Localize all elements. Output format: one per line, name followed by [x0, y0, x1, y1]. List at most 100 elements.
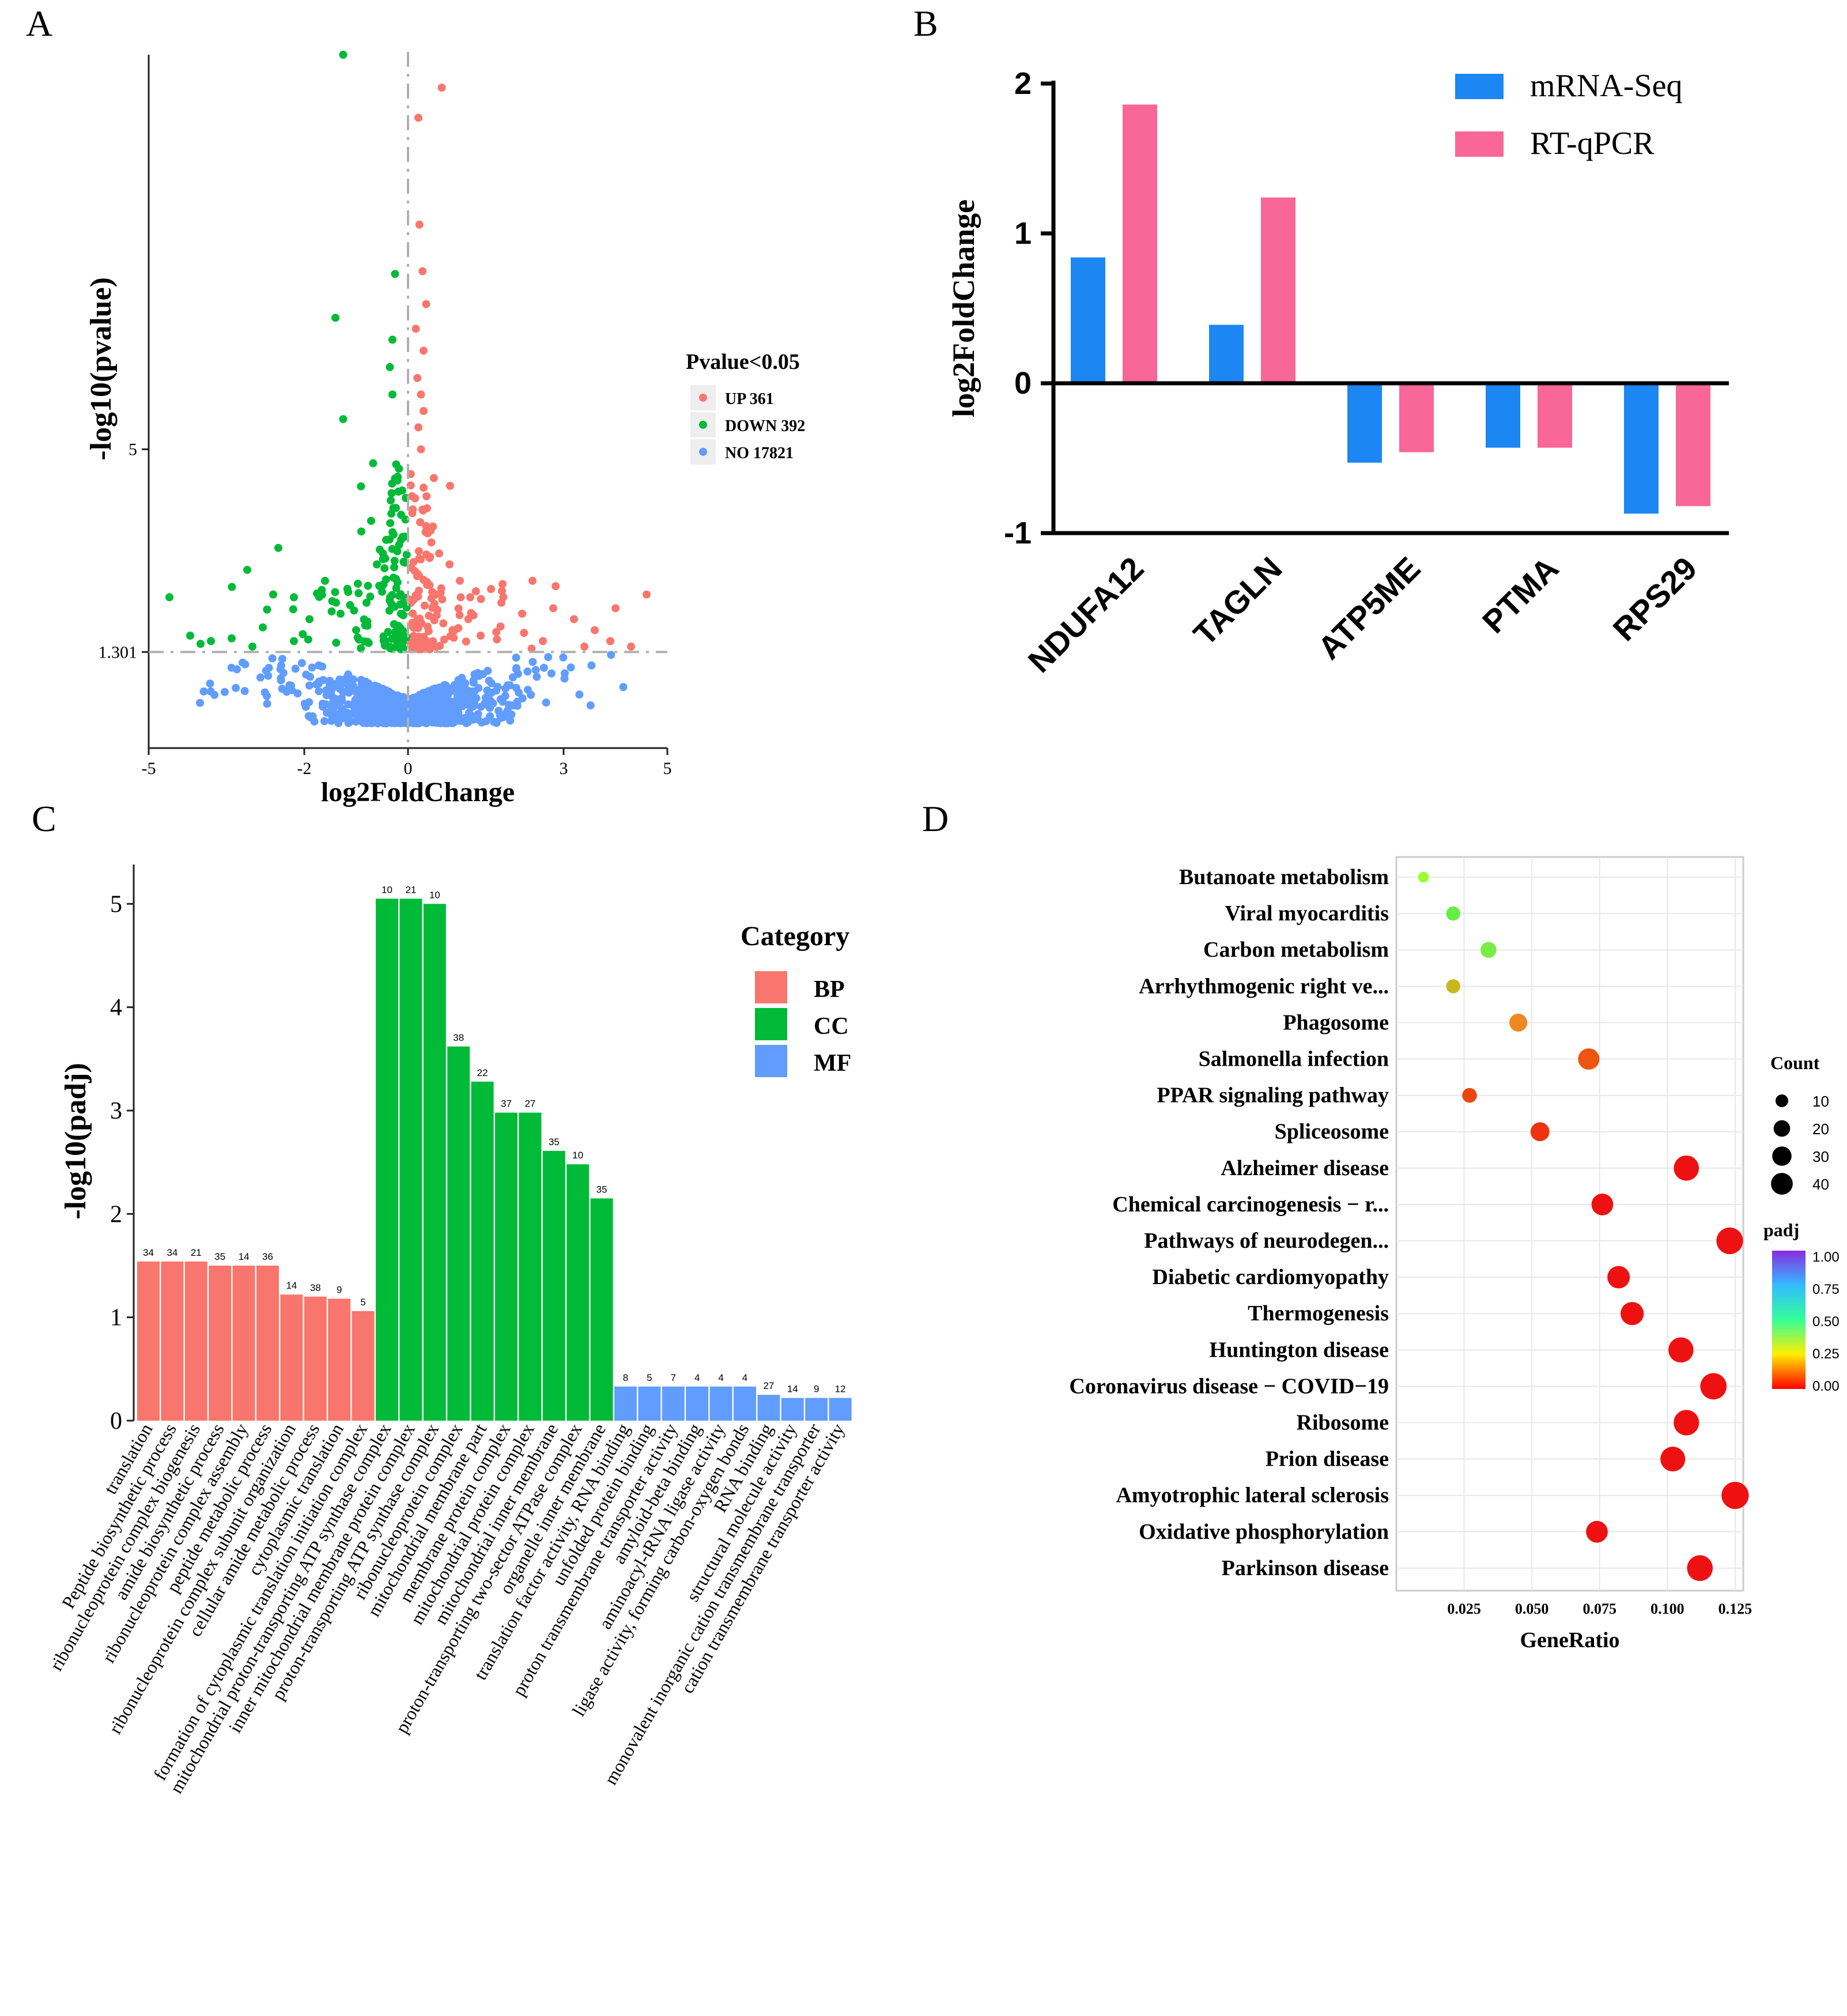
- down-point: [290, 593, 298, 602]
- up-point: [549, 604, 557, 613]
- pathway-point: [1700, 1373, 1727, 1400]
- bar-rt-qpcr-atp5me: [1399, 383, 1434, 452]
- up-point: [424, 529, 432, 538]
- go-bar: [209, 1265, 232, 1421]
- x-tick-label: 0.125: [1718, 1600, 1752, 1617]
- down-point: [387, 489, 396, 497]
- ns-point: [265, 663, 273, 672]
- padj-tick-label: 0.75: [1812, 1282, 1840, 1297]
- down-point: [387, 496, 395, 505]
- legend-cc-label: CC: [814, 1013, 849, 1040]
- down-point: [390, 563, 399, 572]
- down-point: [207, 637, 215, 645]
- bar-rt-qpcr-tagln: [1261, 197, 1295, 383]
- panel-d-kegg-dot-plot: Butanoate metabolism Viral myocarditis Car…: [1069, 856, 1840, 1652]
- bar-rt-qpcr-rps29: [1676, 383, 1710, 507]
- ns-point: [336, 685, 345, 693]
- bar-count-label: 34: [143, 1247, 154, 1258]
- up-point: [422, 578, 431, 587]
- go-bar: [232, 1265, 255, 1421]
- down-point: [337, 609, 345, 618]
- panel-b-bars: [1071, 104, 1710, 514]
- up-point: [416, 518, 425, 527]
- panel-c-bars: 34 34 21 35 14 36 14 38 9 5 10 21 10 38 22 37 27 35 10 35 8 5…: [137, 884, 852, 1421]
- ns-point: [256, 673, 265, 682]
- down-point: [378, 587, 386, 596]
- down-point: [243, 565, 251, 574]
- up-point: [477, 595, 485, 603]
- panel-b-legend: mRNA-Seq RT-qPCR: [1455, 68, 1682, 161]
- pathway-label: Diabetic cardiomyopathy: [1152, 1265, 1389, 1289]
- pathway-label: Phagosome: [1283, 1010, 1389, 1035]
- down-point: [327, 607, 336, 616]
- ns-point: [539, 663, 548, 672]
- legend-cc-key: [755, 1008, 787, 1040]
- ns-point: [304, 712, 313, 720]
- ns-point: [559, 653, 568, 662]
- legend-mf-key: [755, 1045, 787, 1077]
- panel-d-size-legend: Count 10 20 30 40: [1770, 1052, 1829, 1195]
- x-tick-label: 0.075: [1582, 1600, 1616, 1617]
- pathway-point: [1446, 979, 1460, 994]
- bar-count-label: 38: [310, 1282, 321, 1293]
- ns-point: [586, 701, 595, 709]
- down-point: [353, 633, 362, 642]
- up-point: [445, 482, 454, 490]
- ns-point: [318, 662, 327, 671]
- panel-c-legend-title: Category: [741, 921, 849, 952]
- down-point: [305, 615, 314, 624]
- ns-point: [334, 719, 343, 727]
- up-point: [427, 594, 436, 603]
- ns-point: [523, 667, 532, 676]
- up-point: [420, 601, 429, 610]
- pathway-point: [1607, 1266, 1630, 1289]
- ns-point: [566, 663, 575, 672]
- panel-c-ticks: 0 1 2 3 4 5: [110, 891, 134, 1434]
- panel-b-ticks: -1 0 1 2: [1004, 66, 1053, 550]
- ns-point: [542, 699, 550, 707]
- ns-point: [302, 670, 311, 679]
- up-point: [411, 638, 420, 647]
- bar-count-label: 14: [239, 1251, 250, 1262]
- go-bar: [734, 1386, 756, 1421]
- down-point: [331, 314, 339, 322]
- pathway-point: [1716, 1227, 1743, 1255]
- ns-point: [278, 655, 286, 663]
- down-point: [380, 564, 389, 572]
- up-point: [414, 571, 423, 580]
- down-point: [402, 550, 411, 559]
- bar-rt-qpcr-ndufa12: [1123, 104, 1157, 383]
- go-bar: [829, 1398, 852, 1421]
- down-point: [386, 363, 394, 371]
- ns-point: [310, 718, 319, 726]
- count-legend-title: Count: [1770, 1052, 1820, 1073]
- ns-point: [268, 654, 277, 663]
- pathway-point: [1530, 1122, 1550, 1142]
- pathway-point: [1509, 1013, 1528, 1032]
- y-tick-label: 5: [129, 440, 137, 459]
- up-point: [539, 637, 547, 645]
- category-label: PTMA: [1475, 550, 1566, 640]
- category-label: ATP5ME: [1310, 550, 1427, 666]
- panel-d-points: [1418, 871, 1749, 1581]
- up-point: [413, 617, 422, 625]
- ns-point: [323, 708, 331, 717]
- down-point: [331, 588, 339, 597]
- up-point: [418, 267, 427, 275]
- category-label: TAGLN: [1187, 550, 1289, 652]
- down-point: [332, 598, 341, 607]
- bar-count-label: 4: [718, 1372, 723, 1383]
- up-point: [520, 629, 528, 637]
- up-point: [606, 637, 614, 645]
- legend-down-label: DOWN 392: [725, 417, 805, 435]
- up-point: [466, 593, 474, 602]
- panel-label-b: B: [913, 3, 938, 44]
- down-point: [388, 480, 396, 488]
- ns-point: [493, 682, 502, 691]
- bar-count-label: 14: [787, 1384, 798, 1395]
- down-point: [228, 583, 236, 591]
- panel-a-ticks: -5 -2 0 3 5 1.301 5: [99, 440, 672, 778]
- bar-count-label: 22: [477, 1067, 488, 1078]
